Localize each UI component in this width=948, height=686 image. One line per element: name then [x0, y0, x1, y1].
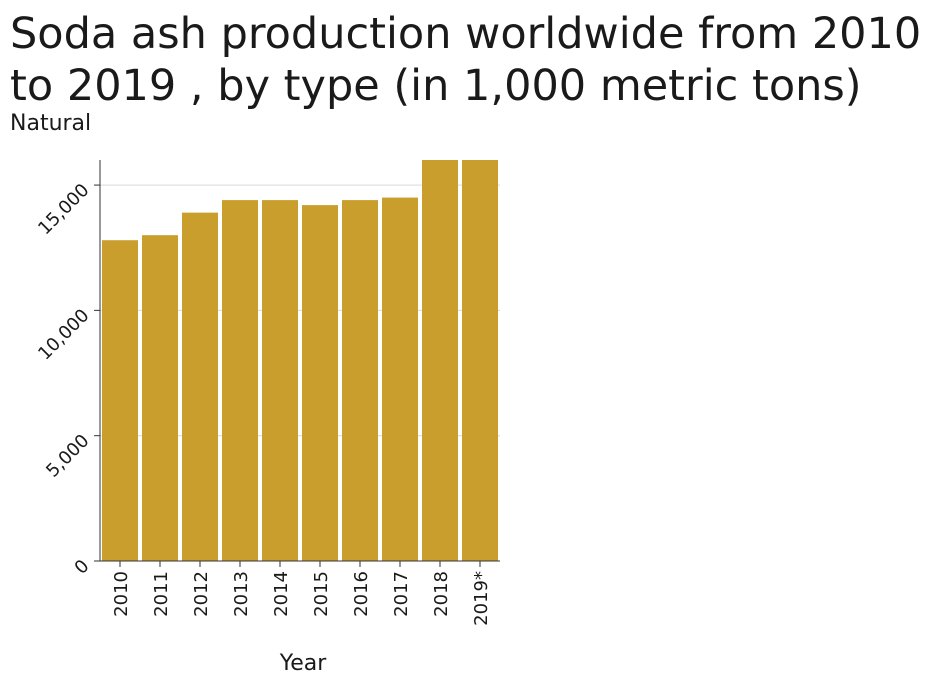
bar-2018 — [422, 160, 458, 561]
x-tick-label: 2012 — [191, 571, 212, 617]
x-tick-label: 2010 — [111, 571, 132, 617]
y-tick-label: 5,000 — [42, 430, 93, 481]
x-tick-label: 2015 — [311, 571, 332, 617]
x-tick-label: 2019* — [471, 571, 492, 626]
y-tick-label: 10,000 — [34, 305, 93, 364]
chart-title: Soda ash production worldwide from 2010 … — [10, 9, 922, 111]
y-tick-label: 0 — [71, 556, 94, 579]
x-tick-label: 2014 — [271, 571, 292, 617]
bar-2014 — [262, 200, 298, 561]
bar-2013 — [222, 200, 258, 561]
x-tick-label: 2016 — [351, 571, 372, 617]
x-tick-label: 2018 — [431, 571, 452, 617]
bar-2016 — [342, 200, 378, 561]
chart-subtitle: Natural — [10, 111, 92, 136]
x-tick-label: 2013 — [231, 571, 252, 617]
bar-2011 — [142, 235, 178, 561]
bar-2012 — [182, 212, 218, 561]
bar-2010 — [102, 240, 138, 561]
bar-2019 — [462, 160, 498, 561]
bars — [102, 160, 498, 562]
x-tick-label: 2011 — [151, 571, 172, 617]
bar-2015 — [302, 205, 338, 562]
axes — [94, 160, 500, 567]
y-tick-label: 15,000 — [34, 180, 93, 239]
bar-2017 — [382, 197, 418, 561]
x-axis-title: Year — [279, 651, 328, 676]
x-tick-label: 2017 — [391, 571, 412, 617]
